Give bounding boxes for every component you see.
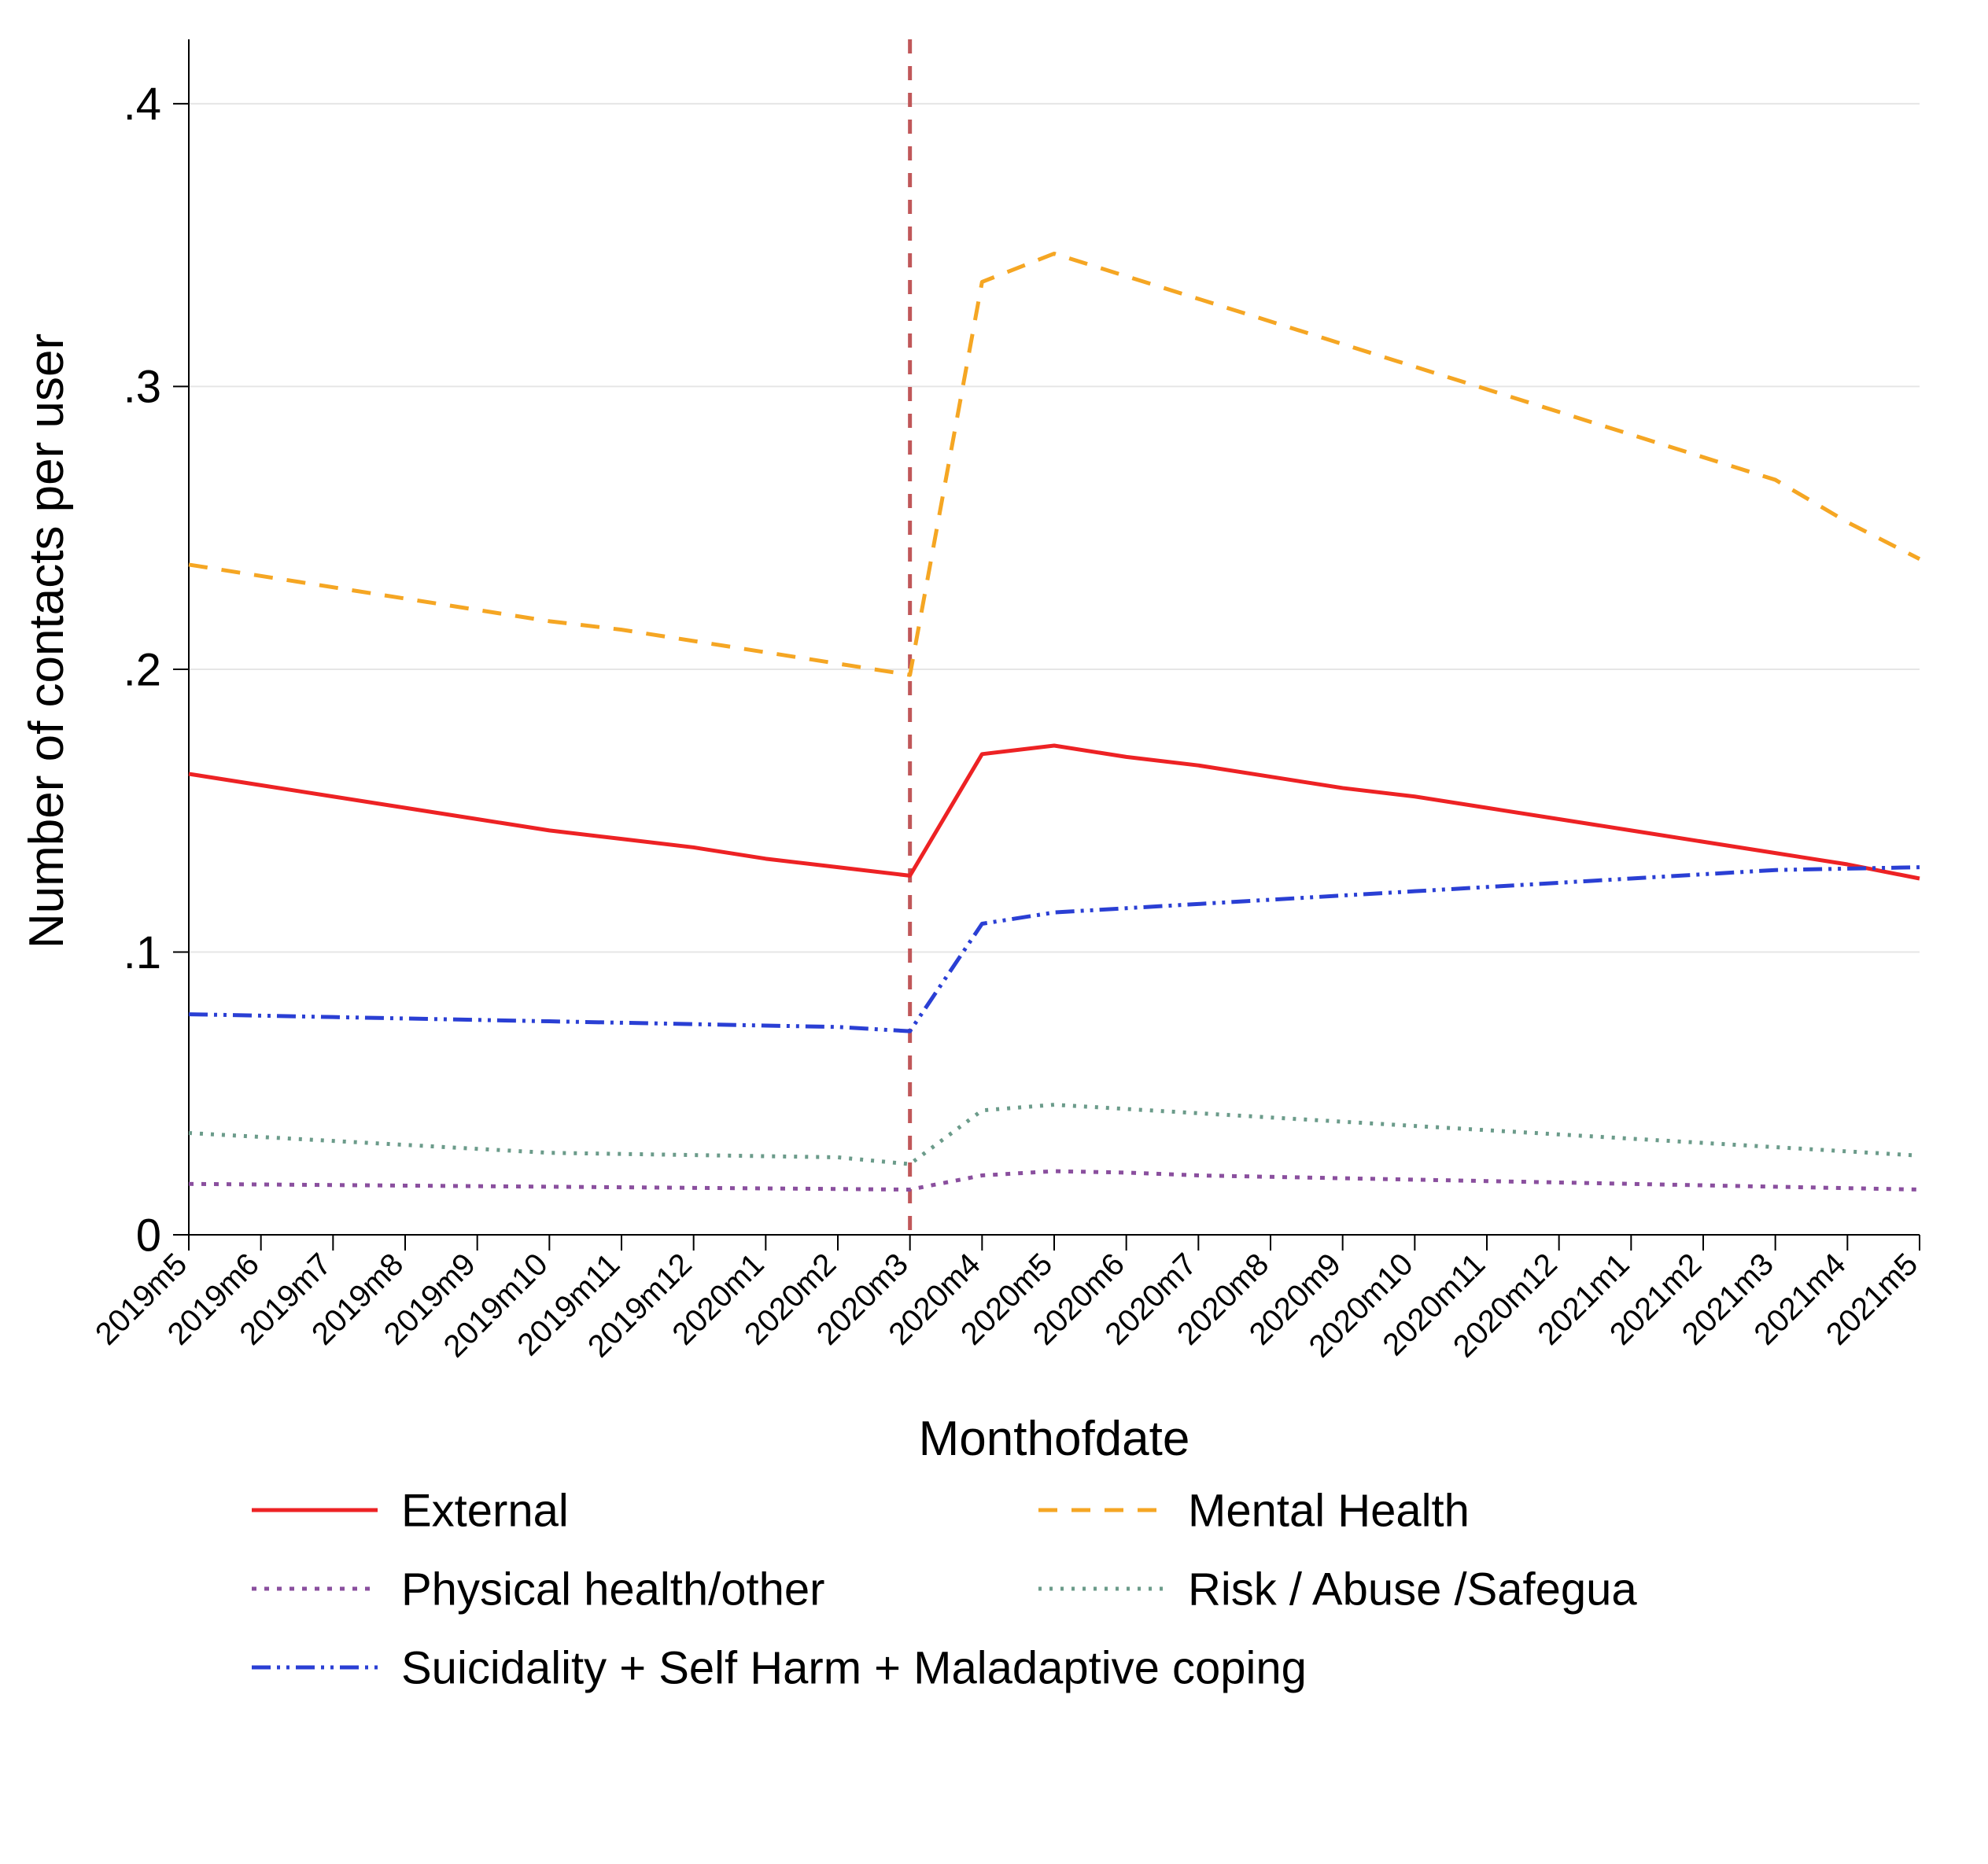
x-axis-label: Monthofdate: [919, 1412, 1190, 1466]
y-tick-label: .4: [124, 79, 161, 130]
legend-label: Physical health/other: [401, 1564, 824, 1615]
legend-label: External: [401, 1485, 569, 1536]
chart-svg: 0.1.2.3.42019m52019m62019m72019m82019m92…: [0, 0, 1988, 1864]
y-tick-label: .3: [124, 362, 161, 413]
legend-label: Risk / Abuse /Safegua: [1188, 1564, 1637, 1615]
y-axis-label: Number of contacts per user: [20, 333, 74, 949]
legend-label: Suicidality + Self Harm + Maladaptive co…: [401, 1642, 1307, 1693]
y-tick-label: .2: [124, 644, 161, 695]
legend-label: Mental Health: [1188, 1485, 1470, 1536]
y-tick-label: 0: [136, 1210, 161, 1261]
y-tick-label: .1: [124, 927, 161, 978]
contacts-per-user-chart: 0.1.2.3.42019m52019m62019m72019m82019m92…: [0, 0, 1988, 1864]
